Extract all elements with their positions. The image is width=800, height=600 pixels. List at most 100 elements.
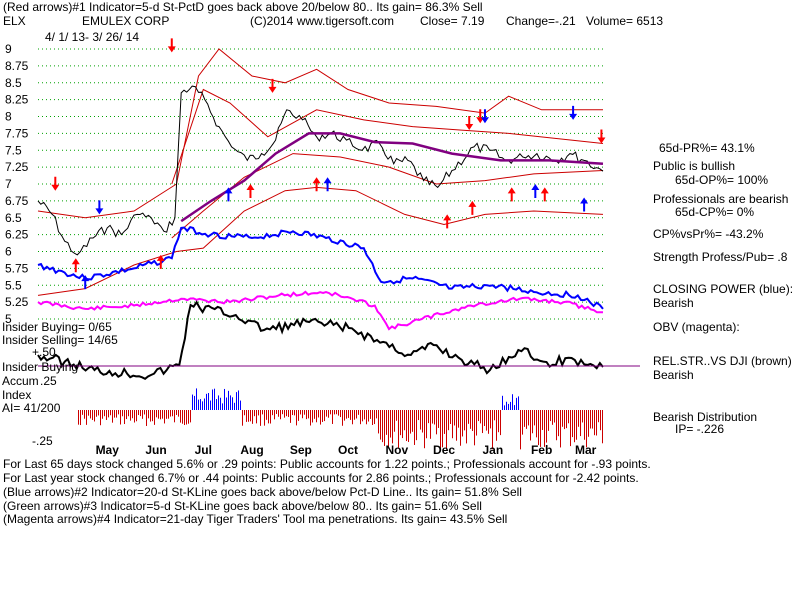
accum-bar xyxy=(586,410,587,448)
accum-bar xyxy=(232,397,233,410)
accum-bar xyxy=(470,410,471,429)
accum-bar xyxy=(492,410,493,450)
accum-bar xyxy=(364,410,365,420)
accum-bar xyxy=(602,410,603,444)
accum-bar xyxy=(286,410,287,417)
price-tick-label: 7.75 xyxy=(5,126,29,140)
pros-bearish: Professionals are bearish xyxy=(653,192,789,206)
accum-bar xyxy=(128,410,129,417)
accum-bar xyxy=(268,410,269,424)
accum-bar xyxy=(584,410,585,440)
price-tick-label: 6.75 xyxy=(5,194,29,208)
accum-bar xyxy=(488,410,489,434)
obv-line xyxy=(37,290,603,331)
accum-bar xyxy=(582,410,583,423)
price-tick-label: 5 xyxy=(5,312,12,326)
accum-bar xyxy=(566,410,567,429)
accum-bar xyxy=(376,410,377,419)
price-tick-label: 6 xyxy=(5,245,12,259)
accum-bar xyxy=(548,410,549,431)
footer-line-year: For Last year stock changed 6.7% or .44 … xyxy=(3,471,639,485)
accum-bar xyxy=(438,410,439,428)
price-tick-label: 8.5 xyxy=(5,76,22,90)
band-line xyxy=(171,88,604,185)
accum-bar xyxy=(226,397,227,410)
accum-bar xyxy=(296,410,297,426)
accum-bar xyxy=(116,410,117,418)
accum-bar xyxy=(278,410,279,417)
accum-bar xyxy=(314,410,315,419)
accum-bar xyxy=(426,410,427,439)
month-label: Aug xyxy=(240,443,263,457)
accum-bar xyxy=(242,410,243,426)
arrow-down-icon xyxy=(480,109,489,124)
accum-bar xyxy=(106,410,107,420)
accum-bar xyxy=(456,410,457,441)
month-label: May xyxy=(96,443,120,457)
price-gridlines xyxy=(38,48,603,320)
accum-bar xyxy=(600,410,601,431)
accum-bar xyxy=(534,410,535,426)
accum-bar xyxy=(222,403,223,410)
accum-bar xyxy=(436,410,437,435)
accum-bar xyxy=(504,405,505,410)
accum-bar xyxy=(118,410,119,415)
accum-bar xyxy=(334,410,335,415)
accum-bar xyxy=(104,410,105,417)
accum-bar xyxy=(322,410,323,423)
accum-bar xyxy=(98,410,99,416)
accum-bar xyxy=(446,410,447,450)
accum-bar xyxy=(310,410,311,426)
accum-minus25: -.25 xyxy=(32,434,53,448)
accum-bar xyxy=(304,410,305,415)
month-label: Mar xyxy=(575,443,597,457)
arrow-up-icon xyxy=(71,258,80,273)
accum-bar xyxy=(476,410,477,436)
accum-bar xyxy=(510,401,511,410)
accum-bar xyxy=(362,410,363,422)
accum-bar xyxy=(392,410,393,444)
accum-bar xyxy=(246,410,247,422)
closing-power-state: Bearish xyxy=(653,296,694,310)
accum-bar xyxy=(472,410,473,432)
accum-bar xyxy=(320,410,321,425)
accum-bar xyxy=(156,410,157,418)
accum-bar xyxy=(450,410,451,425)
accum-bar xyxy=(578,410,579,427)
insider-buying-label: Insider Buying xyxy=(2,360,79,374)
accum-bar xyxy=(250,410,251,422)
accum-bar xyxy=(174,410,175,423)
accum-bar xyxy=(214,388,215,410)
accum-bar xyxy=(422,410,423,433)
accum-bar xyxy=(126,410,127,420)
accum-bar xyxy=(328,410,329,418)
accum-bar xyxy=(324,410,325,422)
accum-bar xyxy=(258,410,259,416)
arrow-up-icon xyxy=(507,187,516,202)
arrow-up-icon xyxy=(531,184,540,198)
accum-bar xyxy=(344,410,345,421)
accum-bar xyxy=(406,410,407,442)
month-label: Jan xyxy=(482,443,503,457)
accum-bar xyxy=(562,410,563,427)
accum-bar xyxy=(196,388,197,410)
accum-bar xyxy=(312,410,313,423)
accum-bar xyxy=(244,410,245,416)
accum-bar xyxy=(212,389,213,410)
accum-bar xyxy=(302,410,303,419)
accum-bar xyxy=(550,410,551,422)
accum-bar xyxy=(134,410,135,423)
closing-power-line xyxy=(37,225,604,310)
company-name: EMULEX CORP xyxy=(82,14,170,28)
relstr-line xyxy=(37,300,640,380)
accum-bar xyxy=(556,410,557,441)
accum-bar xyxy=(336,410,337,415)
accum-bar xyxy=(462,410,463,437)
accum-bar xyxy=(500,410,501,436)
accum-bar xyxy=(202,401,203,410)
accum-bar xyxy=(568,410,569,424)
band-line xyxy=(37,48,603,219)
accum-plus50: +.50 xyxy=(32,345,56,359)
accum-bar xyxy=(270,410,271,424)
accum-bar xyxy=(546,410,547,443)
